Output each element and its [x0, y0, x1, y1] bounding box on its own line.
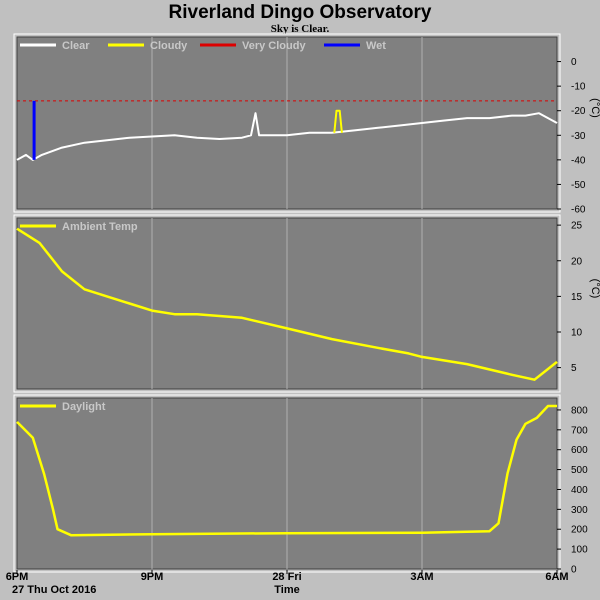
y-tick-label: 20: [571, 256, 583, 267]
series-line-daylight: [16, 404, 557, 537]
y-tick-label: -40: [571, 155, 586, 166]
y-tick-label: 600: [571, 445, 588, 456]
series-line-ambient-temp: [16, 227, 558, 381]
x-tick-label: 6AM: [545, 571, 568, 583]
y-tick-label: 300: [571, 505, 588, 516]
legend-label: Wet: [366, 40, 386, 52]
x-tick-label: 28 Fri: [272, 571, 301, 583]
x-tick-label: 3AM: [410, 571, 433, 583]
y-tick-label: 0: [571, 565, 577, 576]
y-tick-label: 400: [571, 485, 588, 496]
panel-ambient: 25 20 15 10 5 (°C) Ambient Temp: [13, 214, 600, 393]
x-date-label: 27 Thu Oct 2016: [12, 584, 96, 596]
y-tick-label: 25: [571, 221, 583, 232]
legend-label: Ambient Temp: [62, 221, 138, 233]
x-axis: 6PM 9PM 28 Fri 3AM 6AM: [6, 570, 569, 583]
y-tick-label: 15: [571, 292, 583, 303]
y-tick-label: 100: [571, 545, 588, 556]
legend-label: Very Cloudy: [242, 40, 306, 52]
legend-label: Clear: [62, 40, 90, 52]
legend-label: Cloudy: [150, 40, 188, 52]
series-line-cloudy: [333, 109, 343, 133]
y-tick-label: 200: [571, 525, 588, 536]
y-tick-label: 10: [571, 328, 583, 339]
panels-group: 0 -10 -20 -30 -40 -50 -60 (°C) Clear Cloudy Very C…: [13, 33, 600, 576]
y-tick-label: 700: [571, 425, 588, 436]
series-line-clear: [16, 112, 558, 161]
legend-label: Daylight: [62, 401, 106, 413]
y-unit-label: (°C): [589, 279, 600, 299]
y-tick-label: -30: [571, 131, 586, 142]
y-tick-label: -10: [571, 82, 586, 93]
x-tick-label: 9PM: [141, 571, 164, 583]
y-tick-label: 800: [571, 405, 588, 416]
y-tick-label: 5: [571, 363, 577, 374]
chart-title: Riverland Dingo Observatory: [169, 2, 432, 23]
x-tick-label: 6PM: [6, 571, 29, 583]
y-tick-label: 0: [571, 57, 577, 68]
y-tick-label: 500: [571, 465, 588, 476]
y-tick-label: -50: [571, 180, 586, 191]
y-tick-label: -60: [571, 205, 586, 216]
panel-sky: 0 -10 -20 -30 -40 -50 -60 (°C) Clear Cloudy Very C…: [13, 33, 600, 216]
y-unit-label: (°C): [589, 98, 600, 118]
y-tick-label: -20: [571, 106, 586, 117]
panel-daylight: 800 700 600 500 400 300 200 100 0 Daylight: [13, 394, 588, 576]
x-axis-title: Time: [274, 584, 299, 596]
chart-subtitle: Sky is Clear.: [271, 23, 330, 35]
